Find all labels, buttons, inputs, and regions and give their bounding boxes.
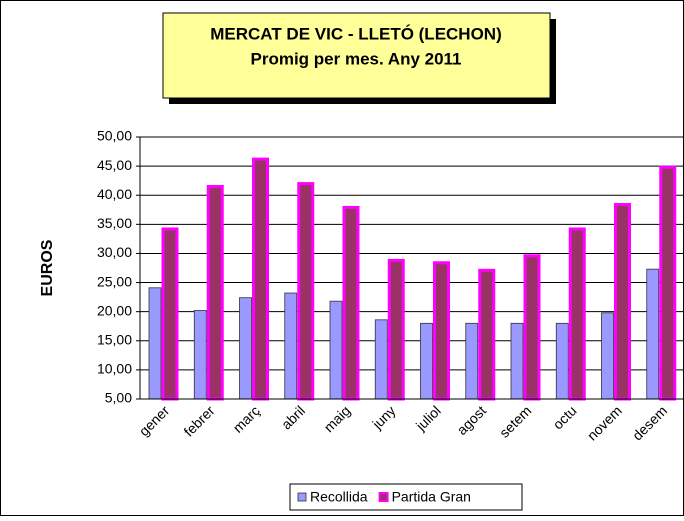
bar xyxy=(329,300,343,400)
y-tick-label: 15,00 xyxy=(97,331,132,347)
legend-box xyxy=(289,483,523,511)
legend-label: Partida Gran xyxy=(392,489,471,505)
y-tick-label: 25,00 xyxy=(97,273,132,289)
y-tick-label: 10,00 xyxy=(97,361,132,377)
legend-label: Recollida xyxy=(310,489,368,505)
bar xyxy=(252,157,269,401)
bar xyxy=(239,297,252,400)
bar xyxy=(148,287,162,400)
bar xyxy=(646,268,660,400)
bar xyxy=(161,227,179,401)
title-box xyxy=(162,12,551,99)
bar xyxy=(601,312,614,400)
y-axis-label: EUROS xyxy=(39,239,56,296)
legend-swatch xyxy=(297,492,307,502)
bar xyxy=(433,261,450,401)
y-tick-label: 35,00 xyxy=(97,215,132,231)
bar xyxy=(374,319,388,400)
y-tick-label: 20,00 xyxy=(97,302,132,318)
bar xyxy=(659,165,677,401)
y-tick-label: 40,00 xyxy=(97,186,132,202)
bar xyxy=(478,268,496,401)
bar xyxy=(568,227,586,401)
legend-swatch xyxy=(378,492,389,502)
bar xyxy=(465,322,479,400)
bar xyxy=(387,258,405,401)
y-tick-label: 30,00 xyxy=(97,244,132,260)
bar xyxy=(193,310,207,400)
bar xyxy=(206,184,224,401)
chart-subtitle: Promig per mes. Any 2011 xyxy=(250,49,461,68)
chart-title: MERCAT DE VIC - LLETÓ (LECHON) xyxy=(210,24,502,43)
bar xyxy=(523,254,541,401)
bar xyxy=(342,205,360,401)
bar xyxy=(284,292,298,400)
bar xyxy=(297,182,315,401)
y-tick-label: 50,00 xyxy=(97,128,132,144)
bar xyxy=(614,203,631,401)
y-tick-label: 45,00 xyxy=(97,157,132,173)
bar xyxy=(555,322,569,400)
bar xyxy=(510,322,524,400)
y-tick-label: 5,00 xyxy=(105,390,132,406)
bar xyxy=(420,322,433,400)
